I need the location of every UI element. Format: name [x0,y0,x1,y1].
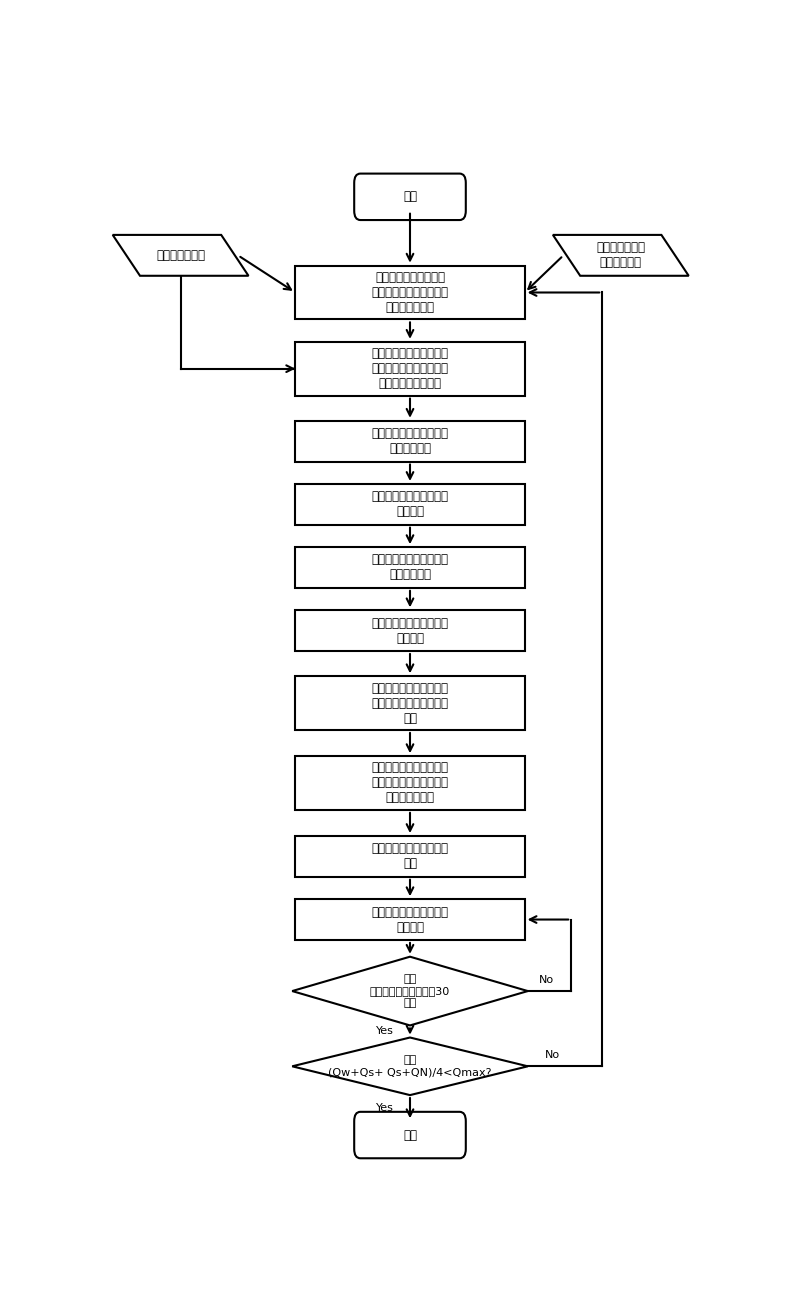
Text: 交通流检测设备: 交通流检测设备 [156,249,205,262]
Text: Yes: Yes [376,1027,394,1036]
Text: 生成高密度路网信号控制
方案: 生成高密度路网信号控制 方案 [371,843,449,871]
Text: 通过计时器记录信号方案
实施时间: 通过计时器记录信号方案 实施时间 [371,906,449,934]
Bar [295,610,525,651]
FancyBboxPatch shape [354,1111,466,1159]
Text: 判断
信号控制方案是否实施30
分钟: 判断 信号控制方案是否实施30 分钟 [370,974,450,1007]
Bar [295,676,525,730]
Bar [295,899,525,940]
Text: 判断
(Qw+Qs+ Qs+QN)/4<Qmax?: 判断 (Qw+Qs+ Qs+QN)/4<Qmax? [328,1056,492,1077]
Bar [295,547,525,588]
Text: 高密度路网数据采集：
交通静态数据、交通动态
数据、决策数据: 高密度路网数据采集： 交通静态数据、交通动态 数据、决策数据 [371,271,449,314]
Text: 生成优化的横向转弯相位
绿灯时长和优化的纵向转
弯相位绿灯时长: 生成优化的横向转弯相位 绿灯时长和优化的纵向转 弯相位绿灯时长 [371,761,449,805]
Bar [295,421,525,462]
Bar [295,266,525,320]
Text: 建立高密度路网非机动车
等待的束条件: 建立高密度路网非机动车 等待的束条件 [371,554,449,581]
Text: 通过粒子群优化算法生成
高密度路网直行相位绿灯
时长: 通过粒子群优化算法生成 高密度路网直行相位绿灯 时长 [371,681,449,725]
Bar [295,342,525,396]
Text: No: No [539,974,554,985]
Bar [295,836,525,877]
Text: 建立高密度路网外围路段
的束条件: 建立高密度路网外围路段 的束条件 [371,490,449,518]
FancyBboxPatch shape [354,174,466,220]
Text: 建立基于停车次数最少的
控制目标和基于平均排队
延误最小的控制目标: 建立基于停车次数最少的 控制目标和基于平均排队 延误最小的控制目标 [371,347,449,391]
Bar [295,756,525,810]
Text: 结束: 结束 [403,1128,417,1141]
Bar [295,484,525,525]
Polygon shape [113,235,249,276]
Polygon shape [553,235,689,276]
Text: No: No [545,1051,560,1060]
Polygon shape [292,957,528,1026]
Text: 建立高密度路网稳定通行
的束条件: 建立高密度路网稳定通行 的束条件 [371,617,449,644]
Polygon shape [292,1038,528,1095]
Text: 开始: 开始 [403,191,417,204]
Text: Yes: Yes [376,1103,394,1112]
Text: 建立高密度路网直行信号
优化目标函数: 建立高密度路网直行信号 优化目标函数 [371,427,449,455]
Text: 交通静态数据、
交通动态数据: 交通静态数据、 交通动态数据 [596,242,646,270]
